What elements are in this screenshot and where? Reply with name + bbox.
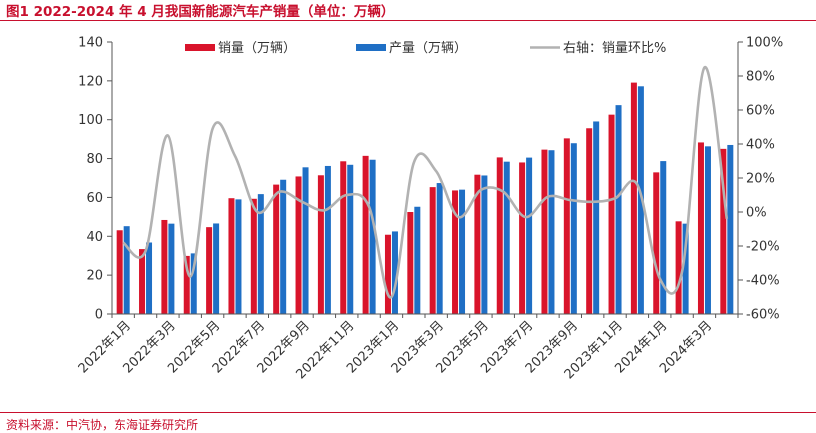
production-bar — [235, 199, 242, 314]
legend-label: 右轴：销量环比% — [563, 41, 666, 56]
production-bar — [280, 179, 287, 314]
legend-swatch — [356, 44, 386, 51]
legend-label: 产量（万辆） — [389, 41, 467, 56]
production-bar — [660, 161, 667, 314]
right-axis-tick-label: 40% — [746, 138, 775, 153]
right-axis-tick-label: 60% — [746, 104, 775, 119]
sales-bar — [317, 175, 324, 314]
title-divider — [0, 20, 816, 21]
legend: 销量（万辆） 产量（万辆） 右轴：销量环比% — [185, 41, 666, 56]
source-note: 资料来源：中汽协，东海证券研究所 — [6, 418, 199, 432]
production-bar — [481, 175, 488, 314]
right-axis-tick-label: 80% — [746, 70, 775, 85]
mom-line-series — [122, 66, 729, 299]
sales-bar — [630, 82, 637, 314]
left-axis-tick-label: 120 — [78, 74, 103, 89]
production-bar — [704, 146, 711, 314]
sales-bar — [295, 176, 302, 314]
production-bar — [414, 206, 421, 314]
x-axis: 2022年1月2022年3月2022年5月2022年7月2022年9月2022年… — [76, 313, 739, 382]
sales-bar — [519, 162, 526, 314]
sales-bar — [340, 161, 347, 314]
sales-bar — [116, 230, 123, 314]
sales-bar — [720, 148, 727, 314]
left-axis-tick-label: 100 — [78, 113, 103, 128]
sales-bar — [608, 114, 615, 314]
production-bar — [593, 121, 600, 314]
left-axis: 0 20 40 60 80 100 120 140 — [78, 36, 113, 323]
sales-bar — [429, 187, 436, 314]
sales-bar — [384, 234, 391, 314]
production-bar — [347, 164, 354, 314]
sales-bar — [675, 221, 682, 314]
right-axis-tick-label: -60% — [746, 308, 780, 323]
right-axis-tick-label: 0% — [746, 206, 767, 221]
sales-bar — [697, 142, 704, 314]
production-bar — [503, 161, 510, 314]
chart-title: 图1 2022-2024 年 4 月我国新能源汽车产销量（单位：万辆） — [6, 4, 395, 20]
production-bar — [257, 194, 264, 314]
production-bar — [123, 226, 130, 314]
chart-figure: 0 20 40 60 80 100 120 140 -60% -40% -20% 0% 20% 40% 6… — [76, 36, 783, 383]
right-axis: -60% -40% -20% 0% 20% 40% 60% 80% 100% — [737, 36, 783, 323]
production-bar — [727, 144, 734, 314]
left-axis-tick-label: 140 — [78, 36, 103, 51]
production-bar — [548, 150, 555, 314]
left-axis-tick-label: 40 — [86, 230, 103, 245]
production-bar — [526, 157, 533, 314]
sales-bar — [183, 255, 190, 314]
sales-bar — [541, 149, 548, 314]
bar-series — [116, 82, 734, 315]
sales-bar — [563, 138, 570, 314]
sales-bar — [139, 249, 146, 314]
left-axis-tick-label: 0 — [95, 308, 103, 323]
sales-bar — [228, 198, 235, 314]
left-axis-tick-label: 80 — [86, 152, 103, 167]
right-axis-tick-label: 100% — [746, 36, 783, 51]
production-bar — [324, 165, 331, 314]
production-bar — [190, 253, 197, 314]
production-bar — [369, 159, 376, 314]
right-axis-tick-label: -20% — [746, 240, 780, 255]
sales-bar — [250, 198, 257, 314]
right-axis-tick-label: 20% — [746, 172, 775, 187]
footer-divider — [0, 412, 816, 413]
sales-bar — [496, 157, 503, 314]
right-axis-tick-label: -40% — [746, 274, 780, 289]
sales-bar — [452, 190, 459, 314]
production-bar — [459, 189, 466, 314]
production-bar — [570, 143, 577, 314]
production-bar — [436, 183, 443, 314]
sales-bar — [362, 155, 369, 314]
production-bar — [213, 223, 220, 314]
production-bar — [146, 242, 153, 314]
sales-bar — [474, 174, 481, 314]
left-axis-tick-label: 20 — [86, 269, 103, 284]
sales-bar — [586, 128, 593, 314]
mom-line — [122, 66, 729, 299]
sales-bar — [273, 184, 280, 314]
left-axis-tick-label: 60 — [86, 191, 103, 206]
legend-swatch — [185, 44, 215, 51]
legend-label: 销量（万辆） — [218, 41, 296, 56]
sales-bar — [161, 219, 168, 314]
sales-bar — [653, 172, 660, 314]
production-bar — [302, 167, 309, 314]
production-bar — [168, 223, 175, 314]
sales-bar — [206, 227, 213, 314]
sales-bar — [407, 212, 414, 314]
production-bar — [615, 105, 622, 315]
production-bar — [682, 223, 689, 314]
production-bar — [391, 231, 398, 314]
